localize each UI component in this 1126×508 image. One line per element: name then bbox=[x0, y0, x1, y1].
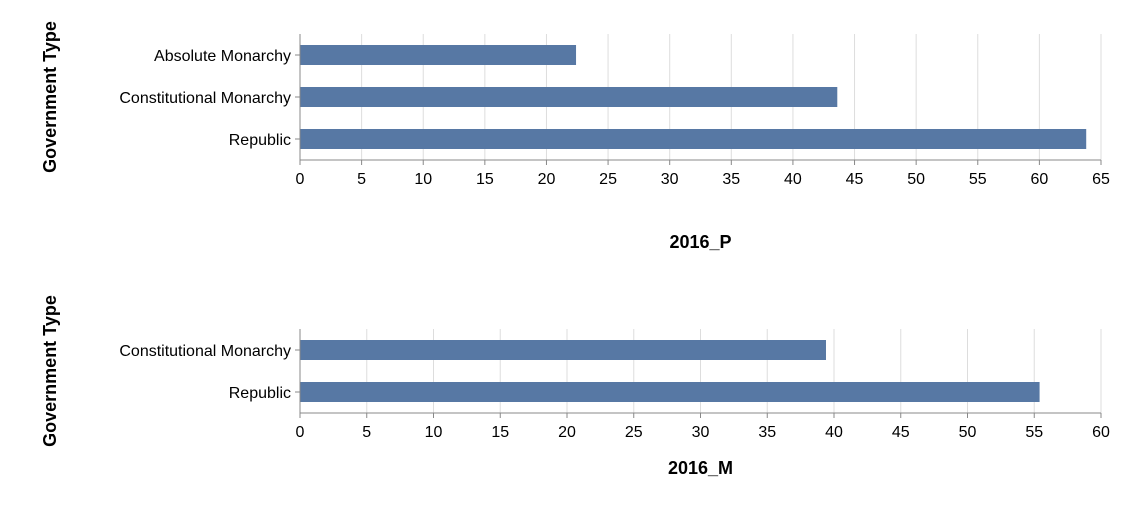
chart-panel-1: Absolute Monarchy Constitutional Monarchy… bbox=[40, 21, 1110, 252]
bar bbox=[300, 382, 1040, 402]
x-tick-label: 30 bbox=[692, 424, 710, 441]
x-axis-title: 2016_M bbox=[668, 458, 733, 478]
y-axis-title: Government Type bbox=[40, 21, 60, 173]
bar bbox=[300, 87, 838, 107]
x-tick-label: 35 bbox=[758, 424, 776, 441]
x-tick-label: 65 bbox=[1092, 171, 1110, 188]
x-tick-label: 50 bbox=[907, 171, 925, 188]
x-tick-label: 40 bbox=[825, 424, 843, 441]
x-tick-label: 55 bbox=[1025, 424, 1043, 441]
x-tick-label: 20 bbox=[538, 171, 556, 188]
x-tick-label: 0 bbox=[296, 171, 305, 188]
x-tick-label: 5 bbox=[357, 171, 366, 188]
x-tick-label: 30 bbox=[661, 171, 679, 188]
chart-panel-2: Constitutional Monarchy Republic 0 5 10 15 20 2… bbox=[40, 295, 1110, 478]
y-axis-title: Government Type bbox=[40, 295, 60, 447]
x-tick-label: 35 bbox=[722, 171, 740, 188]
x-tick-label: 60 bbox=[1092, 424, 1110, 441]
x-tick-label: 25 bbox=[599, 171, 617, 188]
x-axis-title: 2016_P bbox=[669, 232, 731, 252]
x-tick-label: 0 bbox=[296, 424, 305, 441]
x-tick-label: 10 bbox=[414, 171, 432, 188]
x-tick-label: 40 bbox=[784, 171, 802, 188]
bar bbox=[300, 340, 826, 360]
x-tick-label: 45 bbox=[892, 424, 910, 441]
x-tick-label: 45 bbox=[846, 171, 864, 188]
x-tick-label: 5 bbox=[362, 424, 371, 441]
x-tick-label: 50 bbox=[959, 424, 977, 441]
bar bbox=[300, 129, 1087, 149]
category-label: Constitutional Monarchy bbox=[119, 90, 291, 107]
category-label: Republic bbox=[229, 132, 291, 149]
x-tick-label: 20 bbox=[558, 424, 576, 441]
x-tick-label: 55 bbox=[969, 171, 987, 188]
x-tick-label: 15 bbox=[491, 424, 509, 441]
x-tick-label: 10 bbox=[425, 424, 443, 441]
bar bbox=[300, 45, 577, 65]
x-tick-label: 60 bbox=[1030, 171, 1048, 188]
x-tick-label: 25 bbox=[625, 424, 643, 441]
category-label: Absolute Monarchy bbox=[154, 48, 291, 65]
x-tick-label: 15 bbox=[476, 171, 494, 188]
category-label: Republic bbox=[229, 385, 291, 402]
category-label: Constitutional Monarchy bbox=[119, 343, 291, 360]
